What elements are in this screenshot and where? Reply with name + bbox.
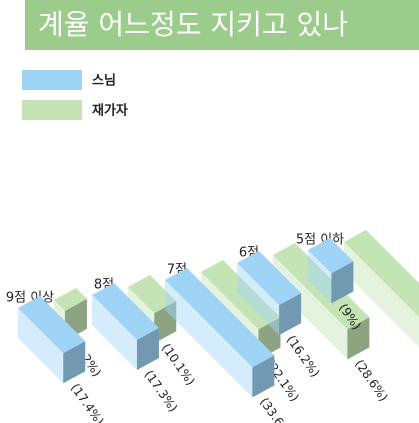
bar xyxy=(18,296,86,384)
legend-swatch xyxy=(22,70,82,90)
value-label: (17.4%) xyxy=(68,381,107,423)
bar-top xyxy=(237,251,302,306)
bar-top xyxy=(165,268,275,368)
bar xyxy=(165,268,275,398)
legend-label: 스님 xyxy=(92,73,116,89)
bar-end-shade xyxy=(154,301,177,344)
bar-front xyxy=(18,308,64,384)
bar-end-shade xyxy=(347,317,370,360)
value-label: (10.1%) xyxy=(159,341,198,388)
bar-end xyxy=(347,317,370,360)
bar-front xyxy=(308,250,332,304)
legend-label: 재가자 xyxy=(92,104,128,119)
chart-title: 계율 어느정도 지키고 있나 xyxy=(38,8,348,41)
bar-top xyxy=(92,283,159,340)
legend-swatch xyxy=(22,100,82,120)
bar-top xyxy=(128,275,177,314)
value-label: (17.3%) xyxy=(142,368,181,415)
bar-top xyxy=(308,238,354,274)
bar xyxy=(308,238,354,304)
bar-top xyxy=(344,230,419,317)
bar-end xyxy=(63,341,86,384)
bar-end xyxy=(154,301,177,344)
bar-end xyxy=(279,293,302,336)
value-label: (16.2%) xyxy=(284,333,323,380)
bar-top xyxy=(273,243,370,330)
bar-end xyxy=(331,261,354,304)
bar-end-shade xyxy=(252,355,275,398)
bars: 9점 이상(4.2%)(17.4%)8점(10.1%)(17.3%)7점(22.… xyxy=(6,230,419,423)
bar-top xyxy=(54,288,87,311)
bar-end xyxy=(252,355,275,398)
bar xyxy=(92,283,159,370)
bar-end-shade xyxy=(331,261,354,304)
bar-front xyxy=(273,255,348,360)
bar-end-shade xyxy=(279,293,302,336)
bar-end-shade xyxy=(136,327,159,370)
bar-front xyxy=(237,263,280,336)
value-label: (28.6%) xyxy=(352,357,391,404)
bar xyxy=(344,230,419,347)
bar-front xyxy=(92,295,137,370)
title-band xyxy=(25,0,419,50)
bar xyxy=(273,243,370,360)
bar-front xyxy=(344,242,419,347)
bar-end-shade xyxy=(63,341,86,384)
bar-top xyxy=(201,260,281,330)
bar-front xyxy=(165,280,253,398)
bar-end xyxy=(136,327,159,370)
bar-top xyxy=(18,296,86,354)
bar xyxy=(237,251,302,336)
